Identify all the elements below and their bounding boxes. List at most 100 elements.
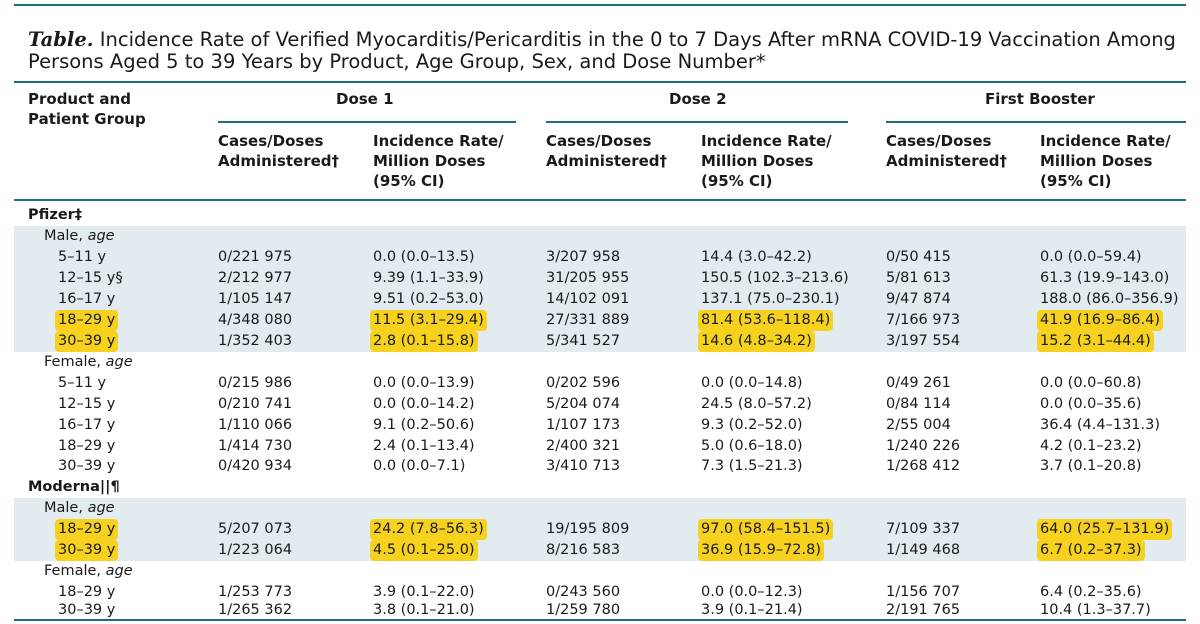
dose2-rate-cell: 9.3 (0.2–52.0) — [701, 417, 803, 433]
dose1-cases-cell: 1/110 066 — [218, 417, 293, 433]
dose1-cases-cell: 1/265 362 — [218, 602, 293, 618]
booster-rate-cell: 3.7 (0.1–20.8) — [1040, 458, 1142, 474]
subgroup-row-male: Male, age — [14, 498, 1186, 519]
table-row: 18–29 y 1/253 773 3.9 (0.1–22.0) 0/243 5… — [14, 582, 1186, 603]
dose2-rate-cell: 7.3 (1.5–21.3) — [701, 458, 803, 474]
header-top-rule — [14, 81, 1186, 83]
dose2-cases-cell: 14/102 091 — [546, 291, 630, 307]
age-cell: 30–39 y — [58, 602, 116, 618]
dose2-rate-cell-highlighted: 97.0 (58.4–151.5) — [698, 519, 834, 540]
dose2-rate-cell: 0.0 (0.0–12.3) — [701, 584, 803, 600]
booster-cases-cell: 5/81 613 — [886, 270, 951, 286]
dose1-rate-cell: 3.9 (0.1–22.0) — [373, 584, 475, 600]
dose1-cases-cell: 0/215 986 — [218, 375, 293, 391]
dose2-rate-cell-highlighted: 81.4 (53.6–118.4) — [698, 310, 834, 331]
dose2-cases-header: Cases/Doses Administered† — [546, 132, 668, 170]
dose2-cases-cell: 0/243 560 — [546, 584, 621, 600]
table-row: 30–39 y 1/265 362 3.8 (0.1–21.0) 1/259 7… — [14, 600, 1186, 621]
dose1-cases-cell: 0/420 934 — [218, 458, 293, 474]
dose2-cases-cell: 1/107 173 — [546, 417, 621, 433]
dose1-cases-cell: 2/212 977 — [218, 270, 293, 286]
booster-rate-cell: 0.0 (0.0–35.6) — [1040, 396, 1142, 412]
age-text: age — [105, 354, 133, 370]
dose2-rate-cell: 150.5 (102.3–213.6) — [701, 270, 849, 286]
booster-cases-cell: 3/197 554 — [886, 333, 961, 349]
booster-rate-cell: 188.0 (86.0–356.9) — [1040, 291, 1179, 307]
bottom-rule — [14, 619, 1186, 621]
age-cell: 12–15 y — [58, 396, 116, 412]
age-cell: 30–39 y — [58, 458, 116, 474]
subgroup-row-female: Female, age — [14, 561, 1186, 582]
dose1-cases-cell: 1/414 730 — [218, 438, 293, 454]
table-row: 30–39 y 1/223 064 4.5 (0.1–25.0) 8/216 5… — [14, 540, 1186, 561]
dose2-rate-cell-highlighted: 36.9 (15.9–72.8) — [698, 540, 825, 561]
age-cell-highlighted: 18–29 y — [55, 519, 119, 540]
dose1-cases-cell: 0/221 975 — [218, 249, 293, 265]
table-label: Table. — [28, 28, 94, 51]
age-text: age — [105, 563, 133, 579]
dose2-cases-cell: 27/331 889 — [546, 312, 630, 328]
dose2-cases-cell: 5/341 527 — [546, 333, 621, 349]
group-row-pfizer: Pfizer‡ — [14, 205, 1186, 226]
dose1-rate-header: Incidence Rate/ Million Doses (95% CI) — [373, 132, 504, 190]
group-column-header: Product and Patient Group — [28, 90, 146, 128]
booster-rate-cell: 36.4 (4.4–131.3) — [1040, 417, 1161, 433]
table-caption: Incidence Rate of Verified Myocarditis/P… — [28, 28, 1176, 73]
booster-cases-cell: 0/49 261 — [886, 375, 951, 391]
age-cell: 16–17 y — [58, 417, 116, 433]
dose1-rate-cell-highlighted: 2.8 (0.1–15.8) — [370, 331, 478, 352]
booster-rate-cell-highlighted: 41.9 (16.9–86.4) — [1037, 310, 1164, 331]
dose2-cases-cell: 0/202 596 — [546, 375, 621, 391]
table-row: 18–29 y 1/414 730 2.4 (0.1–13.4) 2/400 3… — [14, 436, 1186, 457]
dose1-cases-cell: 1/352 403 — [218, 333, 293, 349]
booster-cases-cell: 1/268 412 — [886, 458, 961, 474]
shaded-band — [14, 226, 1186, 352]
group-row-moderna: Moderna||¶ — [14, 477, 1186, 498]
age-cell: 12–15 y§ — [58, 270, 123, 286]
booster-cases-cell: 1/240 226 — [886, 438, 961, 454]
booster-rate-cell: 10.4 (1.3–37.7) — [1040, 602, 1151, 618]
dose2-rate-cell: 24.5 (8.0–57.2) — [701, 396, 812, 412]
booster-underline — [886, 121, 1186, 123]
dose2-underline — [546, 121, 848, 123]
dose1-cases-cell: 1/253 773 — [218, 584, 293, 600]
dose1-cases-cell: 4/348 080 — [218, 312, 293, 328]
table-row: 30–39 y 1/352 403 2.8 (0.1–15.8) 5/341 5… — [14, 331, 1186, 352]
dose2-rate-cell: 137.1 (75.0–230.1) — [701, 291, 840, 307]
booster-cases-cell: 7/109 337 — [886, 521, 961, 537]
age-text: age — [87, 228, 115, 244]
booster-rate-cell: 4.2 (0.1–23.2) — [1040, 438, 1142, 454]
dose1-rate-cell: 0.0 (0.0–13.9) — [373, 375, 475, 391]
booster-cases-cell: 2/191 765 — [886, 602, 961, 618]
age-cell: 18–29 y — [58, 438, 116, 454]
age-text: age — [87, 500, 115, 516]
product-label: Pfizer‡ — [28, 207, 83, 223]
age-cell-highlighted: 30–39 y — [55, 331, 119, 352]
booster-rate-cell: 61.3 (19.9–143.0) — [1040, 270, 1170, 286]
booster-rate-cell-highlighted: 64.0 (25.7–131.9) — [1037, 519, 1173, 540]
booster-cases-header: Cases/Doses Administered† — [886, 132, 1008, 170]
age-cell: 18–29 y — [58, 584, 116, 600]
dose1-rate-cell: 9.51 (0.2–53.0) — [373, 291, 484, 307]
table-row: 18–29 y 5/207 073 24.2 (7.8–56.3) 19/195… — [14, 519, 1186, 540]
dose2-header: Dose 2 — [669, 90, 727, 108]
age-cell: 5–11 y — [58, 375, 107, 391]
booster-cases-cell: 7/166 973 — [886, 312, 961, 328]
dose1-cases-cell: 5/207 073 — [218, 521, 293, 537]
dose2-rate-cell: 5.0 (0.6–18.0) — [701, 438, 803, 454]
dose1-header: Dose 1 — [336, 90, 394, 108]
dose1-rate-cell: 0.0 (0.0–13.5) — [373, 249, 475, 265]
dose1-rate-cell-highlighted: 24.2 (7.8–56.3) — [370, 519, 487, 540]
dose2-rate-cell: 3.9 (0.1–21.4) — [701, 602, 803, 618]
booster-cases-cell: 9/47 874 — [886, 291, 951, 307]
booster-cases-cell: 2/55 004 — [886, 417, 951, 433]
dose1-rate-cell: 0.0 (0.0–14.2) — [373, 396, 475, 412]
dose2-cases-cell: 19/195 809 — [546, 521, 630, 537]
dose1-rate-cell: 9.1 (0.2–50.6) — [373, 417, 475, 433]
booster-rate-header: Incidence Rate/ Million Doses (95% CI) — [1040, 132, 1171, 190]
booster-rate-cell: 0.0 (0.0–59.4) — [1040, 249, 1142, 265]
age-cell-highlighted: 18–29 y — [55, 310, 119, 331]
subgroup-label: Female, age — [44, 561, 133, 582]
product-label: Moderna||¶ — [28, 479, 120, 495]
shaded-band — [14, 498, 1186, 561]
